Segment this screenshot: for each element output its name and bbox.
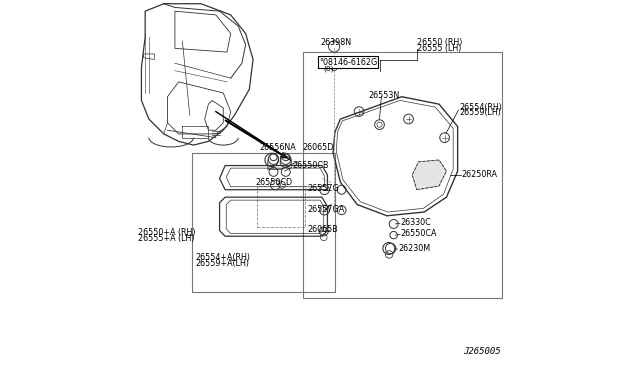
Text: 26555 (LH): 26555 (LH)	[417, 44, 462, 53]
Text: 26550 (RH): 26550 (RH)	[417, 38, 463, 47]
Text: 26555+A (LH): 26555+A (LH)	[138, 234, 194, 243]
Text: J265005: J265005	[463, 347, 500, 356]
Text: 26559+A(LH): 26559+A(LH)	[195, 259, 250, 267]
Text: (8): (8)	[323, 65, 333, 72]
Text: 26065B: 26065B	[307, 225, 338, 234]
Bar	[257, 186, 305, 227]
Text: 26550CB: 26550CB	[292, 161, 328, 170]
Text: 26550+A (RH): 26550+A (RH)	[138, 228, 195, 237]
Text: 26550CD: 26550CD	[255, 178, 292, 187]
Text: 26330C: 26330C	[401, 218, 431, 227]
Text: 26550CA: 26550CA	[401, 229, 437, 238]
Bar	[191, 153, 335, 292]
Text: 26230M: 26230M	[398, 244, 430, 253]
Text: 26554+A(RH): 26554+A(RH)	[195, 253, 250, 262]
Text: °08146-6162G: °08146-6162G	[319, 58, 377, 67]
Bar	[303, 52, 502, 298]
Text: 26557G: 26557G	[307, 185, 339, 193]
Text: 26065D: 26065D	[302, 143, 333, 152]
Text: 26554(RH): 26554(RH)	[459, 103, 502, 112]
Text: 26559(LH): 26559(LH)	[459, 108, 501, 117]
Text: 26557GA: 26557GA	[307, 205, 344, 214]
Text: 26398N: 26398N	[320, 38, 351, 47]
Text: 26553N: 26553N	[369, 92, 399, 100]
Polygon shape	[412, 160, 447, 190]
Text: 26250RA: 26250RA	[461, 170, 497, 179]
Text: 26556NA: 26556NA	[260, 143, 296, 152]
